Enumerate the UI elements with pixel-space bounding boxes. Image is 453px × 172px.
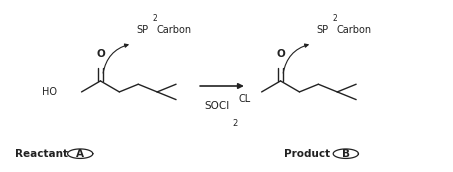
Text: B: B	[342, 149, 350, 159]
Text: 2: 2	[153, 14, 157, 23]
Text: SP: SP	[136, 25, 149, 35]
Text: 2: 2	[333, 14, 337, 23]
Text: Carbon: Carbon	[156, 25, 191, 35]
Text: Product: Product	[284, 149, 331, 159]
Text: Reactant: Reactant	[15, 149, 68, 159]
Text: CL: CL	[238, 94, 251, 104]
Text: SP: SP	[317, 25, 329, 35]
Text: SOCl: SOCl	[205, 101, 230, 111]
Text: O: O	[276, 49, 285, 59]
Text: O: O	[96, 49, 105, 59]
Text: A: A	[76, 149, 84, 159]
Text: 2: 2	[232, 119, 237, 128]
Text: HO: HO	[42, 87, 57, 97]
Text: Carbon: Carbon	[337, 25, 371, 35]
